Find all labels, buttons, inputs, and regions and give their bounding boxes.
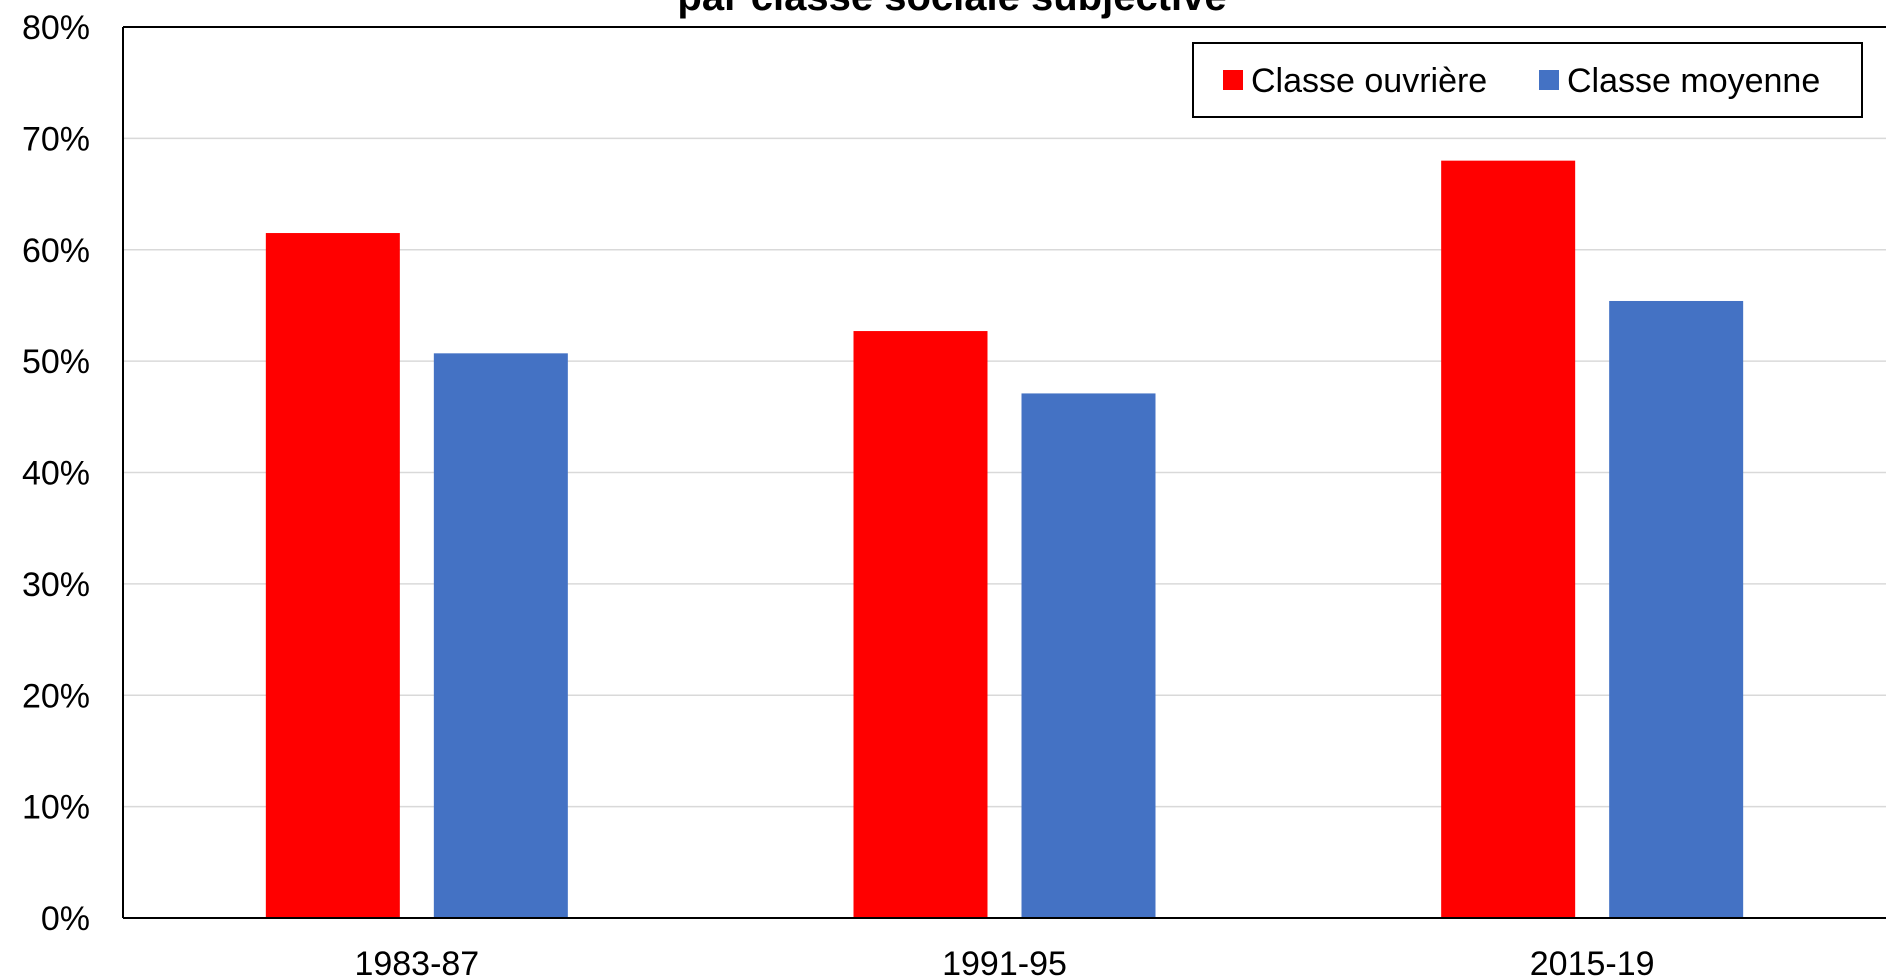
bar-classe-moyenne-1983-87 (433, 353, 568, 918)
x-tick-labels: 1983-87 1991-95 2015-19 (354, 945, 1654, 979)
x-tick-label: 1983-87 (354, 945, 479, 979)
bars (265, 160, 1744, 919)
x-tick-label: 2015-19 (1530, 945, 1655, 979)
y-tick-label: 50% (22, 343, 90, 381)
chart-title: par classe sociale subjective (677, 0, 1226, 19)
bar-classe-ouvriere-1991-95 (853, 331, 988, 919)
y-tick-label: 60% (22, 232, 90, 270)
bar-classe-ouvriere-2015-19 (1441, 160, 1576, 918)
y-tick-label: 80% (22, 9, 90, 47)
y-tick-label: 70% (22, 120, 90, 158)
legend-swatch (1539, 70, 1559, 90)
y-tick-label: 30% (22, 566, 90, 604)
y-tick-label: 40% (22, 455, 90, 493)
legend-label: Classe ouvrière (1251, 62, 1487, 100)
y-tick-label: 0% (41, 900, 90, 938)
bar-classe-moyenne-1991-95 (1021, 393, 1156, 919)
bar-classe-ouvriere-1983-87 (265, 233, 400, 918)
y-tick-label: 10% (22, 789, 90, 827)
legend-swatch (1223, 70, 1243, 90)
gridlines (123, 137, 1886, 808)
y-tick-label: 20% (22, 677, 90, 715)
bar-classe-moyenne-2015-19 (1609, 300, 1744, 918)
legend-label: Classe moyenne (1567, 62, 1820, 100)
axes (122, 26, 1886, 919)
y-tick-labels: 0% 10% 20% 30% 40% 50% 60% 70% 80% (22, 9, 90, 938)
x-tick-label: 1991-95 (942, 945, 1067, 979)
legend-box (1192, 42, 1863, 118)
legend: Classe ouvrière Classe moyenne (1192, 42, 1863, 118)
